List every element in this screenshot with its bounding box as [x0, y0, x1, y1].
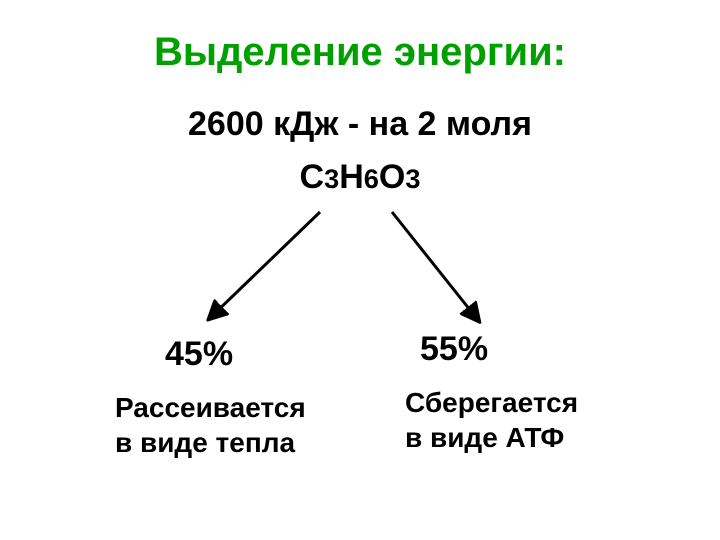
- left-description: Рассеивается в виде тепла: [115, 390, 306, 460]
- left-desc-line2: в виде тепла: [115, 425, 306, 460]
- left-desc-line1: Рассеивается: [115, 390, 306, 425]
- energy-amount: 2600 кДж - на 2 моля: [0, 105, 720, 144]
- formula-h-sub: 6: [364, 163, 379, 194]
- title: Выделение энергии:: [0, 30, 720, 75]
- formula-c-sub: 3: [324, 163, 339, 194]
- right-description: Сберегается в виде АТФ: [405, 385, 578, 455]
- formula-c: С: [300, 158, 325, 196]
- chemical-formula: С3Н6О3: [0, 158, 720, 197]
- formula-o: О: [379, 158, 405, 196]
- left-percent: 45%: [165, 335, 233, 374]
- right-percent: 55%: [420, 330, 488, 369]
- formula-o-sub: 3: [405, 163, 420, 194]
- right-desc-line1: Сберегается: [405, 385, 578, 420]
- right-arrow: [392, 212, 478, 320]
- arrows-diagram: [0, 200, 720, 350]
- right-desc-line2: в виде АТФ: [405, 420, 578, 455]
- left-arrow: [210, 212, 320, 318]
- formula-h: Н: [339, 158, 364, 196]
